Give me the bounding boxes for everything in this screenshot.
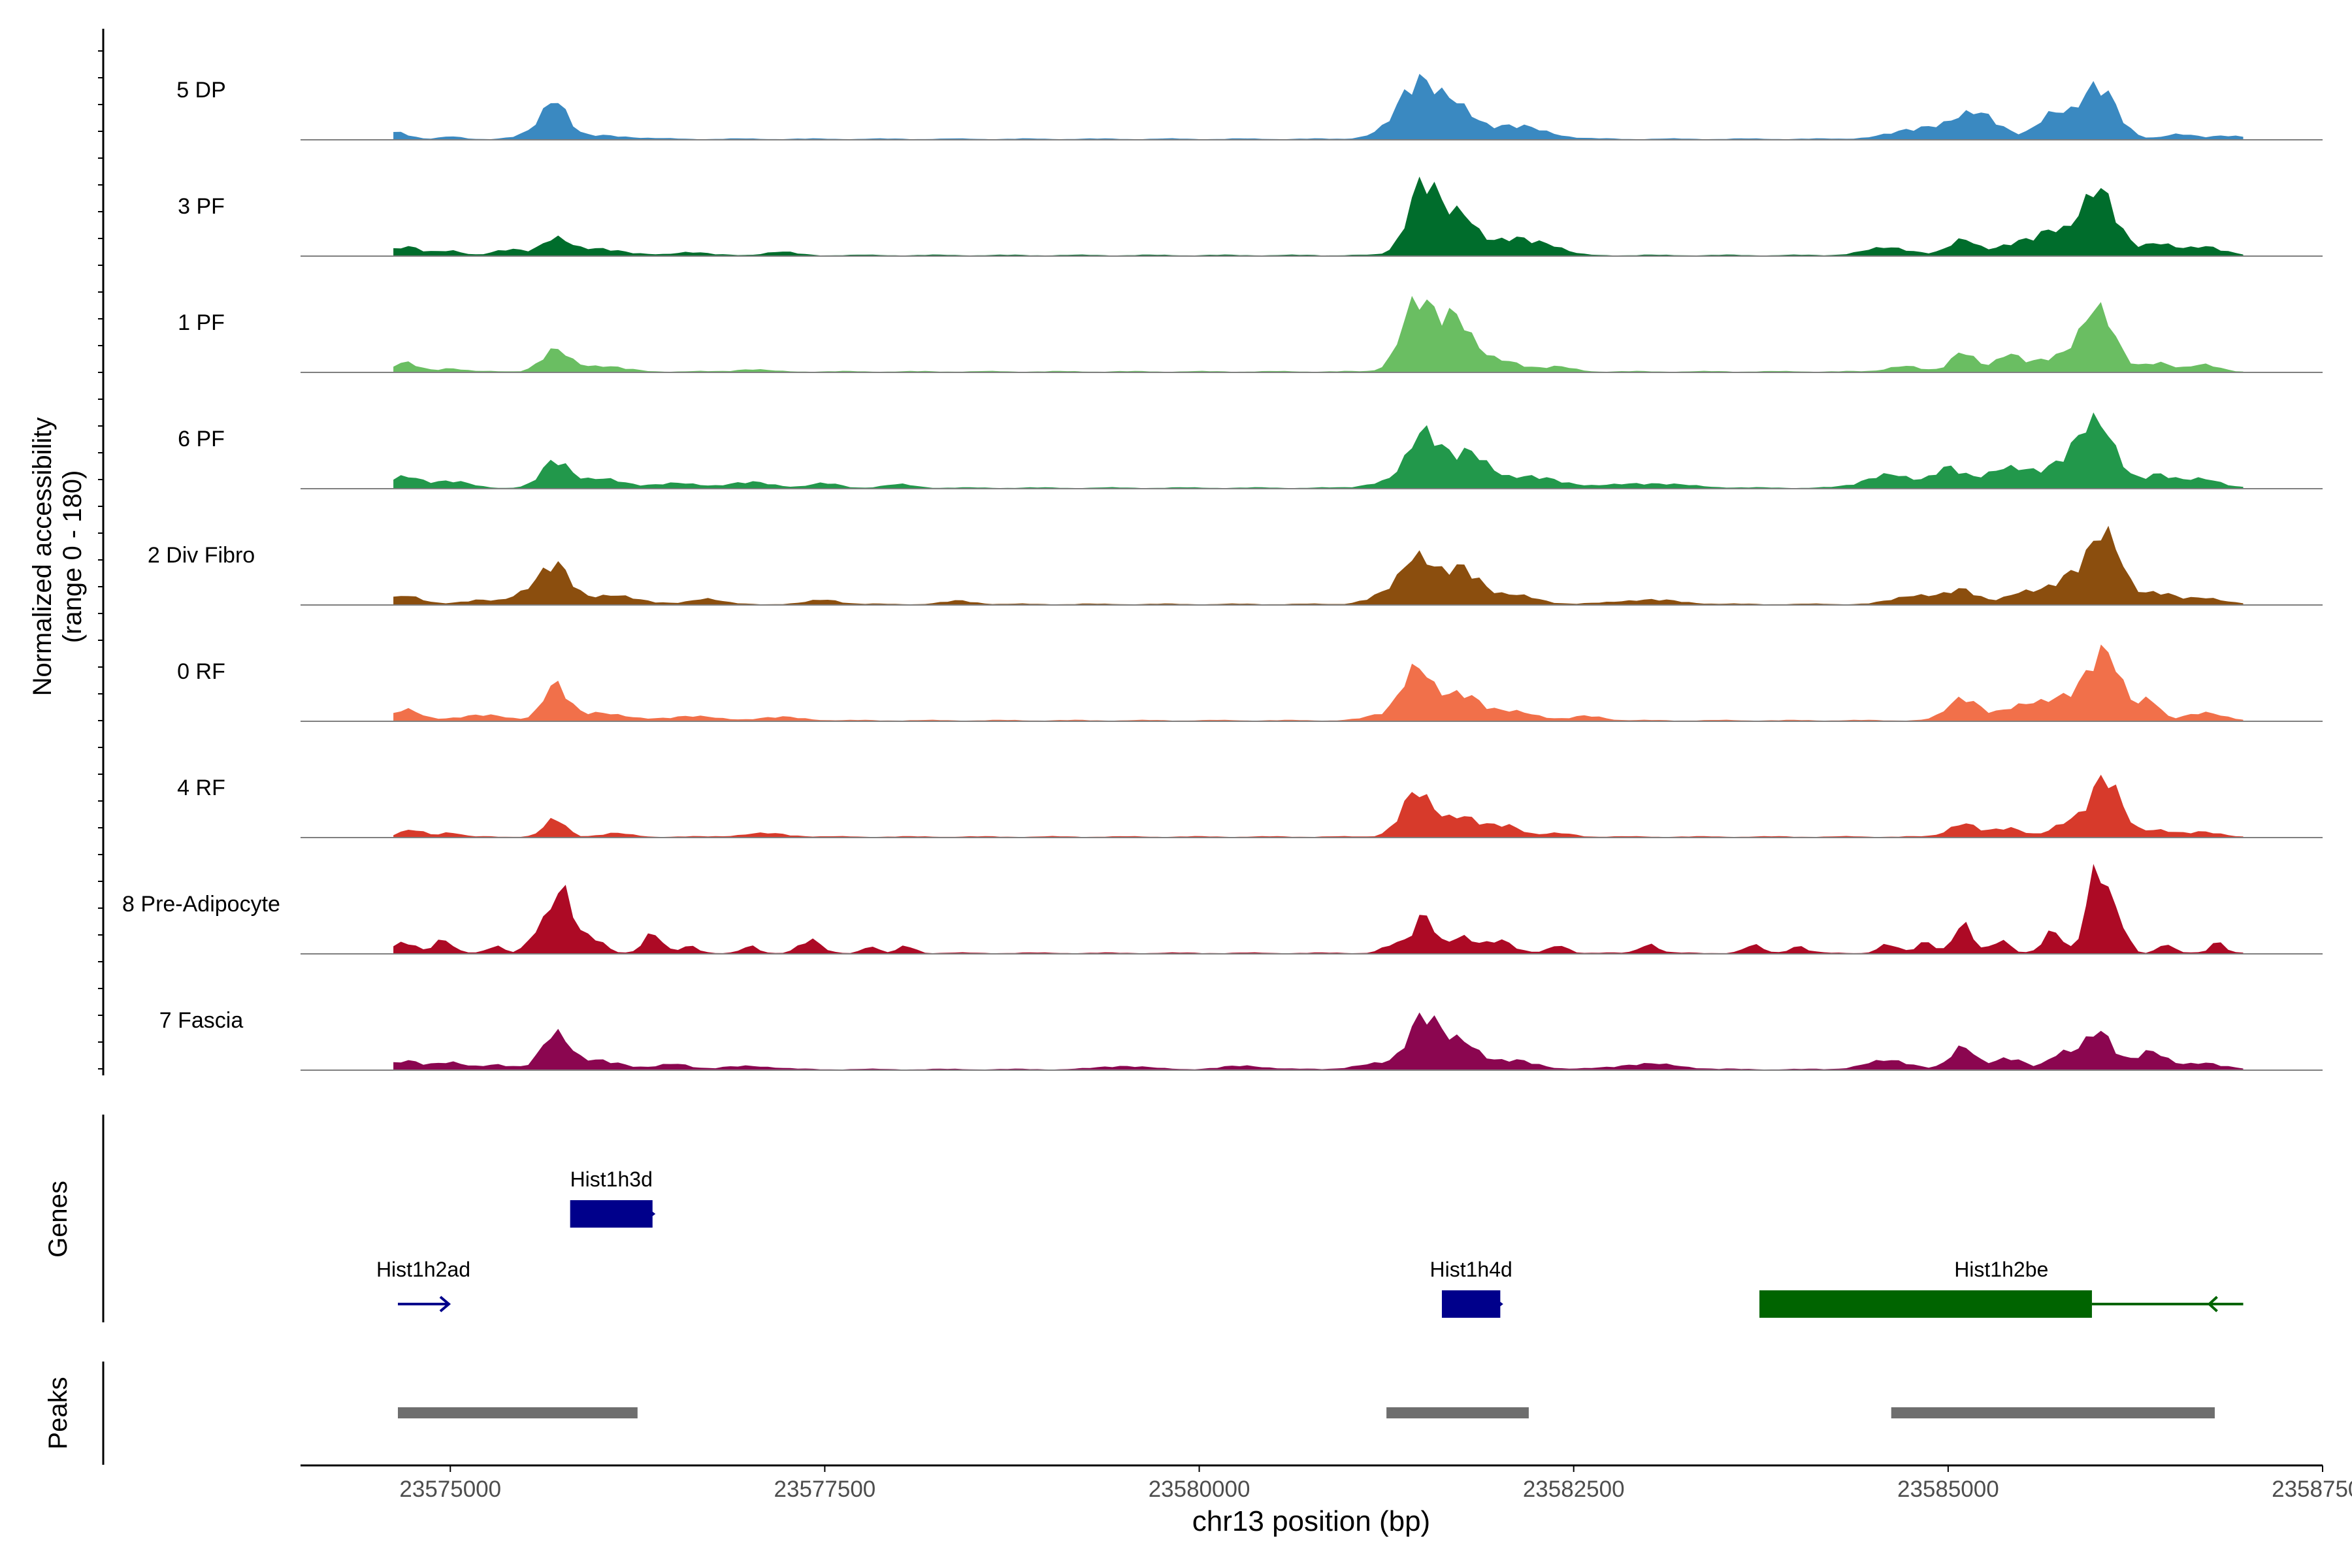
coverage-area <box>393 774 2244 838</box>
x-axis-ticks: 23575000 23577500 23580000 23582500 23585000… <box>399 1465 2352 1502</box>
x-tick-label: 23577500 <box>774 1477 876 1502</box>
track-label: 6 PF <box>178 427 225 451</box>
track-9: 7 Fascia <box>159 1008 2323 1071</box>
track-label: 7 Fascia <box>159 1008 244 1033</box>
track-8: 8 Pre-Adipocyte <box>122 864 2323 955</box>
strand-arrow-icon <box>647 1209 656 1219</box>
track-1: 5 DP <box>176 74 2323 140</box>
track-6: 0 RF <box>177 644 2323 722</box>
x-tick-label: 23575000 <box>399 1477 501 1502</box>
track-label: 1 PF <box>178 310 225 335</box>
coverage-area <box>393 864 2244 954</box>
y-axis-title-line2: (range 0 - 180) <box>58 470 87 644</box>
peak-regions <box>398 1407 2215 1418</box>
coverage-tracks: 5 DP 3 PF 1 PF 6 PF 2 Div Fibro 0 RF 4 RF 8 Pre… <box>122 74 2323 1071</box>
track-label: 4 RF <box>177 776 225 800</box>
coverage-area <box>393 74 2244 140</box>
track-4: 6 PF <box>178 412 2323 489</box>
gene-label: Hist1h3d <box>570 1168 653 1191</box>
x-tick-label: 23587500 <box>2272 1477 2352 1502</box>
x-tick-label: 23582500 <box>1523 1477 1625 1502</box>
track-label: 0 RF <box>177 659 225 684</box>
track-2: 3 PF <box>178 176 2323 257</box>
track-3: 1 PF <box>178 295 2323 373</box>
coverage-area <box>393 525 2244 605</box>
gene-exon-block <box>570 1200 653 1228</box>
strand-arrow-icon <box>439 1296 451 1313</box>
coverage-area <box>393 644 2244 721</box>
track-label: 3 PF <box>178 194 225 219</box>
gene-exon-block <box>1759 1290 2092 1318</box>
peak-region <box>1386 1407 1529 1418</box>
gene-hist1h2ad: Hist1h2ad <box>376 1258 470 1313</box>
peak-region <box>398 1407 638 1418</box>
gene-exon-block <box>1441 1290 1501 1318</box>
peaks-panel-title: Peaks <box>44 1377 73 1449</box>
gene-label: Hist1h2be <box>1954 1258 2048 1281</box>
track-7: 4 RF <box>177 774 2323 838</box>
track-label: 2 Div Fibro <box>148 543 255 568</box>
coverage-area <box>393 412 2244 489</box>
gene-hist1h2be: Hist1h2be <box>1759 1258 2244 1318</box>
coverage-area <box>393 1012 2244 1070</box>
x-tick-label: 23585000 <box>1897 1477 1999 1502</box>
gene-label: Hist1h2ad <box>376 1258 470 1281</box>
track-label: 8 Pre-Adipocyte <box>122 892 280 917</box>
gene-annotations: Hist1h3d Hist1h2ad Hist1h4d Hist1h2be <box>376 1168 2244 1318</box>
x-axis-title: chr13 position (bp) <box>1192 1505 1430 1537</box>
coverage-area <box>393 295 2244 372</box>
strand-arrow-icon <box>2207 1296 2218 1313</box>
track-5: 2 Div Fibro <box>148 525 2323 606</box>
gene-hist1h3d: Hist1h3d <box>570 1168 656 1228</box>
peak-region <box>1891 1407 2215 1418</box>
track-label: 5 DP <box>176 78 226 103</box>
genes-panel-title: Genes <box>44 1181 73 1258</box>
coverage-area <box>393 176 2244 256</box>
y-axis-title-line1: Normalized accessibility <box>28 417 57 696</box>
x-tick-label: 23580000 <box>1149 1477 1250 1502</box>
strand-arrow-icon <box>1495 1299 1503 1309</box>
gene-label: Hist1h4d <box>1430 1258 1512 1281</box>
accessibility-axis-ticks <box>98 50 103 1070</box>
gene-hist1h4d: Hist1h4d <box>1430 1258 1512 1318</box>
